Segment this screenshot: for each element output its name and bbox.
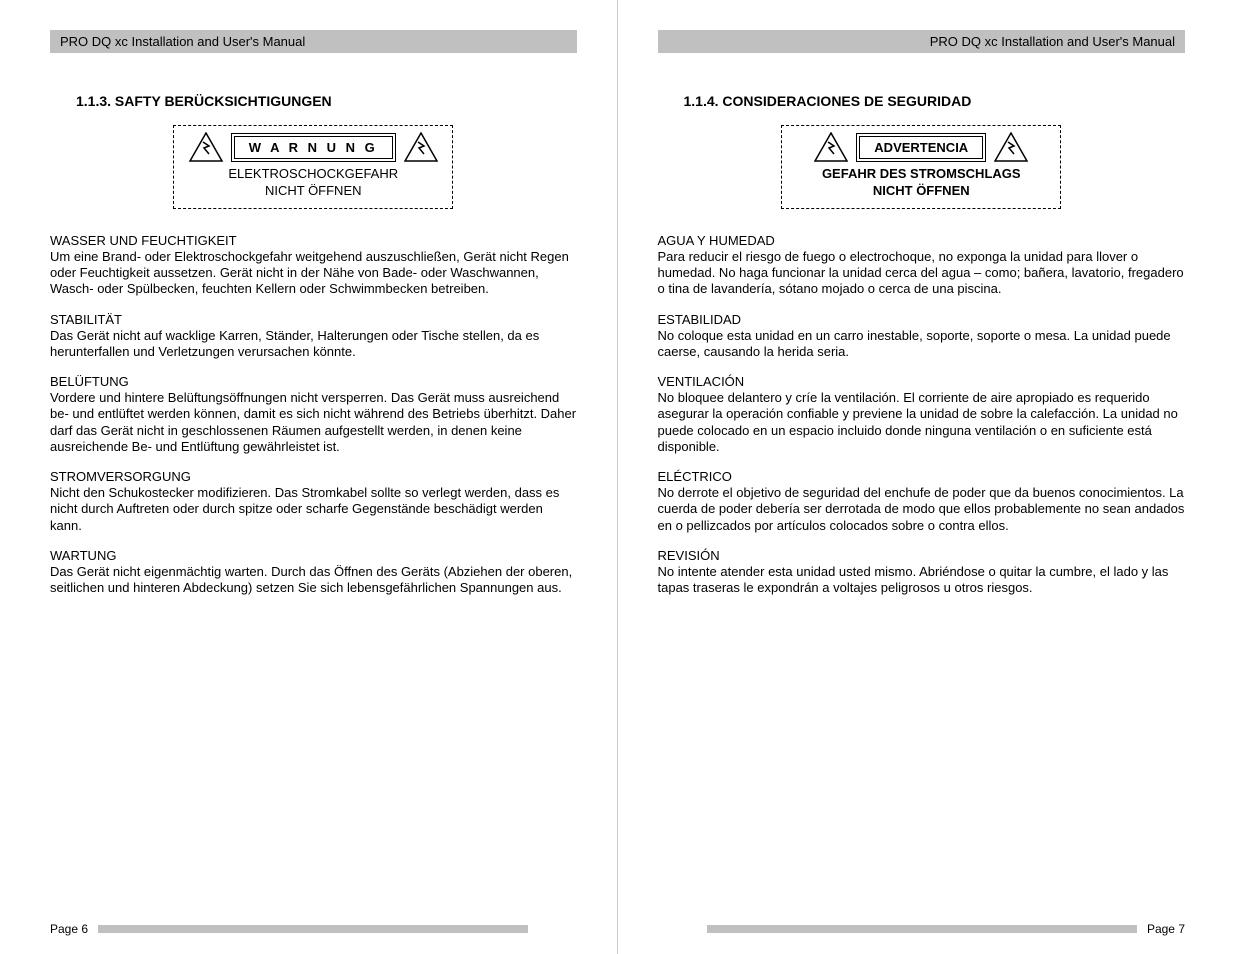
body-right: AGUA Y HUMEDADPara reducir el riesgo de … <box>658 233 1186 597</box>
warning-sub2: NICHT ÖFFNEN <box>786 183 1056 200</box>
page-number-right: Page 7 <box>1147 922 1185 936</box>
paragraph-body: Das Gerät nicht auf wacklige Karren, Stä… <box>50 328 577 361</box>
paragraph-block: WARTUNGDas Gerät nicht eigenmächtig wart… <box>50 548 577 597</box>
paragraph-body: Das Gerät nicht eigenmächtig warten. Dur… <box>50 564 577 597</box>
warning-label-frame: W A R N U N G <box>231 133 396 162</box>
paragraph-block: VENTILACIÓNNo bloquee delantero y críe l… <box>658 374 1186 455</box>
paragraph-heading: STROMVERSORGUNG <box>50 469 577 484</box>
paragraph-heading: ESTABILIDAD <box>658 312 1186 327</box>
paragraph-block: BELÜFTUNGVordere und hintere Belüftungsö… <box>50 374 577 455</box>
paragraph-heading: VENTILACIÓN <box>658 374 1186 389</box>
paragraph-block: REVISIÓNNo intente atender esta unidad u… <box>658 548 1186 597</box>
paragraph-block: AGUA Y HUMEDADPara reducir el riesgo de … <box>658 233 1186 298</box>
warning-top-row: ADVERTENCIA <box>786 132 1056 162</box>
warning-top-row: W A R N U N G <box>178 132 448 162</box>
paragraph-body: Um eine Brand- oder Elektroschockgefahr … <box>50 249 577 298</box>
paragraph-body: No derrote el objetivo de seguridad del … <box>658 485 1186 534</box>
footer-bar-icon <box>98 925 528 933</box>
footer-right: Page 7 <box>658 922 1186 936</box>
paragraph-body: No intente atender esta unidad usted mis… <box>658 564 1186 597</box>
paragraph-block: STABILITÄTDas Gerät nicht auf wacklige K… <box>50 312 577 361</box>
paragraph-body: Para reducir el riesgo de fuego o electr… <box>658 249 1186 298</box>
header-bar-right: PRO DQ xc Installation and User's Manual <box>658 30 1186 53</box>
page-right: PRO DQ xc Installation and User's Manual… <box>618 0 1235 954</box>
footer-bar-icon <box>707 925 1137 933</box>
paragraph-block: WASSER UND FEUCHTIGKEITUm eine Brand- od… <box>50 233 577 298</box>
warning-box-right: ADVERTENCIA GEFAHR DES STROMSCHLAGS NICH… <box>781 125 1061 209</box>
paragraph-block: ELÉCTRICONo derrote el objetivo de segur… <box>658 469 1186 534</box>
warning-label-frame: ADVERTENCIA <box>856 133 986 162</box>
page-number-left: Page 6 <box>50 922 88 936</box>
warning-label: ADVERTENCIA <box>859 136 983 159</box>
section-title-left: 1.1.3. SAFTY BERÜCKSICHTIGUNGEN <box>50 93 577 109</box>
hazard-triangle-icon <box>994 132 1028 162</box>
paragraph-heading: REVISIÓN <box>658 548 1186 563</box>
paragraph-heading: AGUA Y HUMEDAD <box>658 233 1186 248</box>
warning-sub1: GEFAHR DES STROMSCHLAGS <box>786 166 1056 183</box>
paragraph-body: Vordere und hintere Belüftungsöffnungen … <box>50 390 577 455</box>
hazard-triangle-icon <box>814 132 848 162</box>
warning-label: W A R N U N G <box>234 136 393 159</box>
page-left: PRO DQ xc Installation and User's Manual… <box>0 0 618 954</box>
paragraph-body: No bloquee delantero y críe la ventilaci… <box>658 390 1186 455</box>
page-spread: PRO DQ xc Installation and User's Manual… <box>0 0 1235 954</box>
paragraph-heading: WARTUNG <box>50 548 577 563</box>
header-bar-left: PRO DQ xc Installation and User's Manual <box>50 30 577 53</box>
paragraph-body: No coloque esta unidad en un carro inest… <box>658 328 1186 361</box>
paragraph-body: Nicht den Schukostecker modifizieren. Da… <box>50 485 577 534</box>
warning-sub2: NICHT ÖFFNEN <box>178 183 448 200</box>
paragraph-block: STROMVERSORGUNGNicht den Schukostecker m… <box>50 469 577 534</box>
paragraph-block: ESTABILIDADNo coloque esta unidad en un … <box>658 312 1186 361</box>
hazard-triangle-icon <box>404 132 438 162</box>
warning-box-left: W A R N U N G ELEKTROSCHOCKGEFAHR NICHT … <box>173 125 453 209</box>
footer-left: Page 6 <box>50 922 577 936</box>
paragraph-heading: BELÜFTUNG <box>50 374 577 389</box>
section-title-right: 1.1.4. CONSIDERACIONES DE SEGURIDAD <box>658 93 1186 109</box>
paragraph-heading: STABILITÄT <box>50 312 577 327</box>
hazard-triangle-icon <box>189 132 223 162</box>
warning-sub1: ELEKTROSCHOCKGEFAHR <box>178 166 448 183</box>
paragraph-heading: ELÉCTRICO <box>658 469 1186 484</box>
body-left: WASSER UND FEUCHTIGKEITUm eine Brand- od… <box>50 233 577 597</box>
paragraph-heading: WASSER UND FEUCHTIGKEIT <box>50 233 577 248</box>
